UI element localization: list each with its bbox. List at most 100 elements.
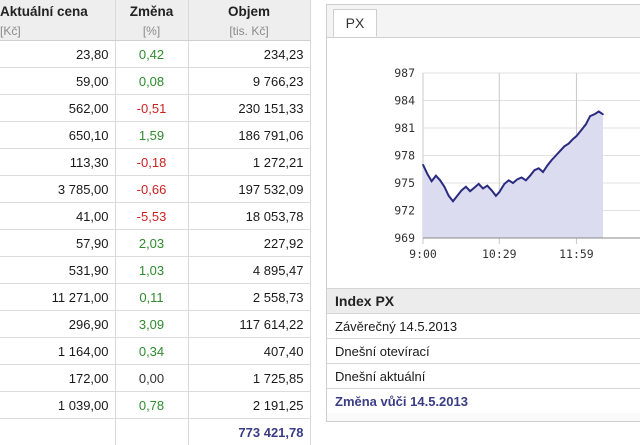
x-tick-label: 11:59 [559, 247, 594, 261]
change-cell: 0,78 [115, 392, 188, 419]
data-point [504, 183, 506, 185]
data-point [448, 195, 450, 197]
price-cell: 57,90 [0, 230, 115, 257]
index-info-title: Index PX [327, 289, 640, 314]
change-cell: 0,00 [115, 365, 188, 392]
volume-cell: 9 766,23 [188, 68, 310, 95]
change-cell: -0,18 [115, 149, 188, 176]
volume-cell: 2 191,25 [188, 392, 310, 419]
header-change[interactable]: Změna [115, 0, 188, 22]
total-spacer [0, 419, 115, 445]
y-tick-label: 981 [394, 121, 415, 135]
x-tick-label: 9:00 [409, 247, 437, 261]
change-cell: 0,11 [115, 284, 188, 311]
change-cell: 1,03 [115, 257, 188, 284]
data-point [461, 190, 463, 192]
volume-cell: 230 151,33 [188, 95, 310, 122]
index-info-table: Index PX Závěrečný 14.5.2013 Dnešní otev… [327, 288, 640, 413]
data-point [469, 190, 471, 192]
price-cell: 562,00 [0, 95, 115, 122]
data-point [452, 201, 454, 203]
total-volume: 773 421,78 [188, 419, 310, 445]
change-cell: 1,59 [115, 122, 188, 149]
x-tick-label: 10:29 [482, 247, 517, 261]
data-point [538, 168, 540, 170]
data-point [542, 171, 544, 173]
data-point [422, 164, 424, 166]
price-cell: 172,00 [0, 365, 115, 392]
data-point [589, 115, 591, 117]
price-cell: 296,90 [0, 311, 115, 338]
info-row-close: Závěrečný 14.5.2013 [327, 314, 640, 339]
stock-table: Aktuální cena Změna Objem [Kč] [%] [tis.… [0, 0, 311, 445]
data-point [431, 180, 433, 182]
unit-volume: [tis. Kč] [188, 22, 310, 41]
data-point [525, 180, 527, 182]
change-cell: -0,51 [115, 95, 188, 122]
data-point [478, 183, 480, 185]
data-point [512, 182, 514, 184]
data-point [444, 186, 446, 188]
data-point [487, 185, 489, 187]
data-point [491, 190, 493, 192]
data-point [457, 195, 459, 197]
y-tick-label: 978 [394, 149, 415, 163]
change-cell: 0,34 [115, 338, 188, 365]
data-point [594, 114, 596, 116]
data-point [508, 180, 510, 182]
data-point [495, 195, 497, 197]
volume-cell: 234,23 [188, 41, 310, 68]
data-point [568, 143, 570, 145]
data-point [551, 159, 553, 161]
header-price[interactable]: Aktuální cena [0, 0, 115, 22]
unit-change: [%] [115, 22, 188, 41]
data-point [482, 188, 484, 190]
price-cell: 11 271,00 [0, 284, 115, 311]
info-row-current: Dnešní aktuální [327, 364, 640, 389]
data-point [465, 186, 467, 188]
change-cell: -0,66 [115, 176, 188, 203]
change-cell: 0,42 [115, 41, 188, 68]
total-spacer [115, 419, 188, 445]
unit-price: [Kč] [0, 22, 115, 41]
volume-cell: 117 614,22 [188, 311, 310, 338]
data-point [439, 180, 441, 182]
price-cell: 650,10 [0, 122, 115, 149]
volume-cell: 197 532,09 [188, 176, 310, 203]
table-header-row: Aktuální cena Změna Objem [0, 0, 310, 22]
volume-cell: 1 725,85 [188, 365, 310, 392]
data-point [499, 191, 501, 193]
change-cell: 2,03 [115, 230, 188, 257]
price-cell: 23,80 [0, 41, 115, 68]
tab-px[interactable]: PX [333, 9, 377, 37]
y-tick-label: 972 [394, 204, 415, 218]
y-tick-label: 984 [394, 94, 415, 108]
price-cell: 59,00 [0, 68, 115, 95]
total-row: 773 421,78 [0, 419, 310, 445]
tab-bar: PX [327, 5, 640, 38]
data-point [602, 114, 604, 116]
data-point [517, 179, 519, 181]
table-units-row: [Kč] [%] [tis. Kč] [0, 22, 310, 41]
data-point [576, 135, 578, 137]
price-cell: 41,00 [0, 203, 115, 230]
data-point [435, 175, 437, 177]
header-volume[interactable]: Objem [188, 0, 310, 22]
data-point [427, 173, 429, 175]
data-point [555, 155, 557, 157]
